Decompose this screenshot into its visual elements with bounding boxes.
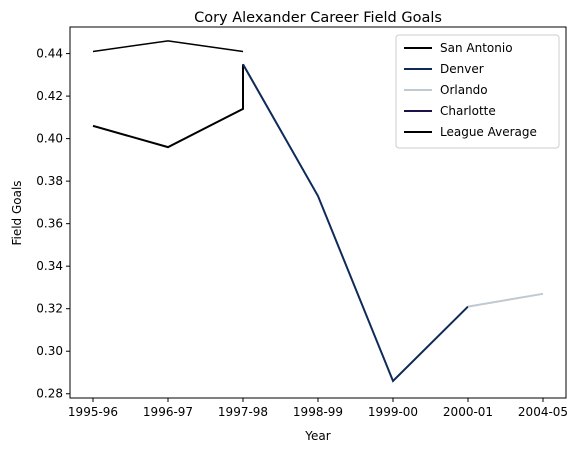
x-axis: 1995-96 1996-97 1997-98 1998-99 1999-00 2000-… (68, 398, 568, 419)
y-tick-label: 0.36 (36, 217, 63, 231)
x-tick-label: 2004-05 (518, 405, 568, 419)
x-tick-label: 1996-97 (143, 405, 193, 419)
legend-entry: San Antonio (440, 41, 513, 55)
x-tick-label: 1997-98 (218, 405, 268, 419)
x-axis-label: Year (304, 429, 330, 443)
x-tick-label: 1995-96 (68, 405, 118, 419)
series-line-orlando (468, 294, 543, 307)
legend-entry: Denver (440, 62, 484, 76)
y-tick-label: 0.38 (36, 174, 63, 188)
y-tick-label: 0.44 (36, 47, 63, 61)
legend: San Antonio Denver Orlando Charlotte League … (396, 35, 559, 148)
legend-entry: Orlando (440, 83, 488, 97)
y-tick-label: 0.34 (36, 259, 63, 273)
x-tick-label: 1999-00 (368, 405, 418, 419)
x-tick-label: 2000-01 (443, 405, 493, 419)
legend-entry: League Average (440, 125, 537, 139)
y-tick-label: 0.30 (36, 344, 63, 358)
series-line-league-average (93, 41, 243, 52)
legend-entry: Charlotte (440, 104, 496, 118)
x-tick-label: 1998-99 (293, 405, 343, 419)
y-tick-label: 0.42 (36, 89, 63, 103)
y-tick-label: 0.32 (36, 302, 63, 316)
y-tick-label: 0.28 (36, 387, 63, 401)
y-axis: 0.28 0.30 0.32 0.34 0.36 0.38 0.40 0.42 0.44 (36, 47, 70, 401)
series-line-san-antonio (93, 64, 243, 147)
y-axis-label: Field Goals (10, 180, 24, 245)
chart-title: Cory Alexander Career Field Goals (194, 10, 442, 26)
y-tick-label: 0.40 (36, 132, 63, 146)
